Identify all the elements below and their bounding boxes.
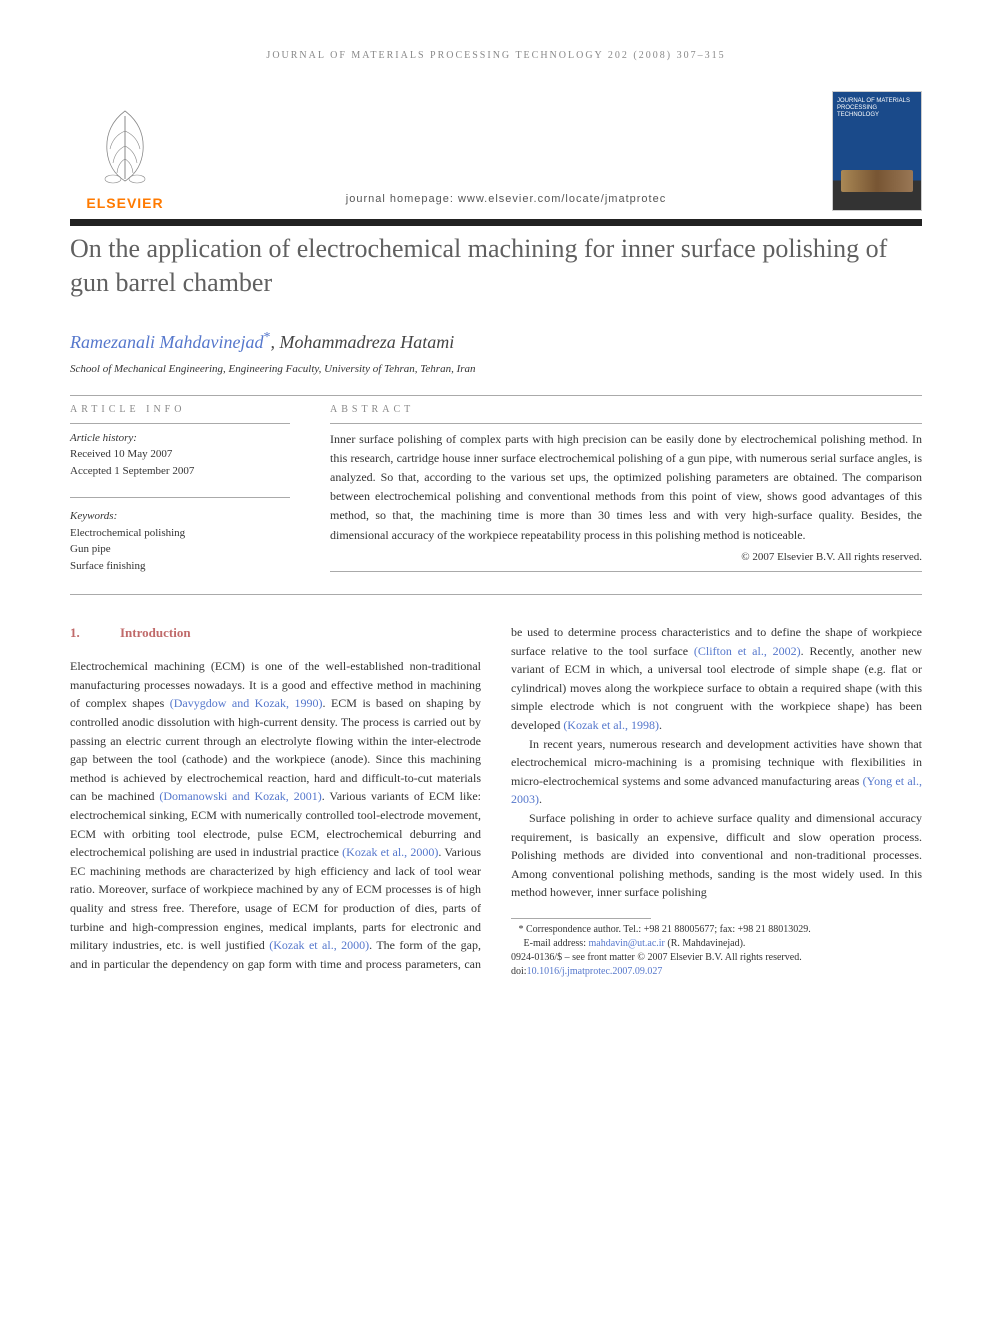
email-name: (R. Mahdavinejad). — [665, 938, 746, 949]
email-link[interactable]: mahdavin@ut.ac.ir — [588, 938, 664, 949]
doi-link[interactable]: 10.1016/j.jmatprotec.2007.09.027 — [527, 966, 663, 977]
keyword-item: Gun pipe — [70, 541, 290, 558]
history-label: Article history: — [70, 430, 290, 447]
author-2: Mohammadreza Hatami — [279, 332, 454, 352]
p2-text-b: . — [539, 792, 542, 806]
running-header: JOURNAL OF MATERIALS PROCESSING TECHNOLO… — [70, 50, 922, 61]
publisher-logo: ELSEVIER — [70, 91, 180, 211]
citation[interactable]: (Domanowski and Kozak, 2001) — [159, 789, 321, 803]
body-paragraph-2: In recent years, numerous research and d… — [511, 735, 922, 809]
email-label: E-mail address: — [524, 938, 589, 949]
footnotes: * Correspondence author. Tel.: +98 21 88… — [511, 923, 922, 979]
citation[interactable]: (Kozak et al., 1998) — [563, 718, 659, 732]
citation[interactable]: (Davygdow and Kozak, 1990) — [170, 696, 323, 710]
footnote-block: * Correspondence author. Tel.: +98 21 88… — [511, 918, 922, 979]
body-columns: 1.Introduction Electrochemical machining… — [70, 623, 922, 979]
body-paragraph-3: Surface polishing in order to achieve su… — [511, 809, 922, 902]
issn-footnote: 0924-0136/$ – see front matter © 2007 El… — [511, 951, 922, 965]
section-1-title: Introduction — [120, 625, 191, 640]
citation[interactable]: (Clifton et al., 2002) — [694, 644, 801, 658]
article-title: On the application of electrochemical ma… — [70, 232, 922, 300]
section-1-number: 1. — [70, 623, 120, 643]
abstract-label: ABSTRACT — [330, 396, 922, 423]
correspondence-footnote: * Correspondence author. Tel.: +98 21 88… — [511, 923, 922, 937]
authors: Ramezanali Mahdavinejad*, Mohammadreza H… — [70, 330, 922, 353]
journal-cover-thumb: JOURNAL OF MATERIALS PROCESSING TECHNOLO… — [832, 91, 922, 211]
body-top-rule — [70, 594, 922, 595]
elsevier-tree-icon — [85, 101, 165, 191]
title-rule — [70, 219, 922, 226]
affiliation: School of Mechanical Engineering, Engine… — [70, 363, 922, 375]
citation[interactable]: (Kozak et al., 2000) — [269, 938, 369, 952]
article-info-col: ARTICLE INFO Article history: Received 1… — [70, 396, 290, 575]
keywords-block: Keywords: Electrochemical polishing Gun … — [70, 497, 290, 574]
keyword-item: Electrochemical polishing — [70, 525, 290, 542]
abstract-text: Inner surface polishing of complex parts… — [330, 424, 922, 545]
email-footnote: E-mail address: mahdavin@ut.ac.ir (R. Ma… — [511, 937, 922, 951]
citation[interactable]: (Kozak et al., 2000) — [342, 845, 438, 859]
section-1-heading: 1.Introduction — [70, 623, 481, 643]
p1-text-g: . — [659, 718, 662, 732]
accepted-date: Accepted 1 September 2007 — [70, 463, 290, 480]
keywords-label: Keywords: — [70, 508, 290, 525]
abstract-copyright: © 2007 Elsevier B.V. All rights reserved… — [330, 551, 922, 563]
author-1[interactable]: Ramezanali Mahdavinejad — [70, 332, 263, 352]
abstract-bottom-rule — [330, 571, 922, 572]
abstract-col: ABSTRACT Inner surface polishing of comp… — [330, 396, 922, 575]
header-row: ELSEVIER journal homepage: www.elsevier.… — [70, 91, 922, 211]
footnote-rule — [511, 918, 651, 919]
p1-text-b: . ECM is based on shaping by controlled … — [70, 696, 481, 803]
journal-homepage: journal homepage: www.elsevier.com/locat… — [346, 193, 666, 205]
keyword-item: Surface finishing — [70, 558, 290, 575]
received-date: Received 10 May 2007 — [70, 446, 290, 463]
doi-label: doi: — [511, 966, 527, 977]
journal-cover-title: JOURNAL OF MATERIALS PROCESSING TECHNOLO… — [833, 92, 921, 126]
corresponding-asterisk: * — [263, 330, 270, 345]
doi-footnote: doi:10.1016/j.jmatprotec.2007.09.027 — [511, 965, 922, 979]
publisher-name: ELSEVIER — [86, 195, 163, 211]
journal-cover-image — [841, 170, 913, 192]
article-info-label: ARTICLE INFO — [70, 396, 290, 423]
p1-text-d: . Various EC machining methods are chara… — [70, 845, 481, 952]
correspondence-text: Correspondence author. Tel.: +98 21 8800… — [526, 924, 811, 935]
p2-text-a: In recent years, numerous research and d… — [511, 737, 922, 788]
meta-section: ARTICLE INFO Article history: Received 1… — [70, 396, 922, 575]
article-history: Article history: Received 10 May 2007 Ac… — [70, 424, 290, 480]
